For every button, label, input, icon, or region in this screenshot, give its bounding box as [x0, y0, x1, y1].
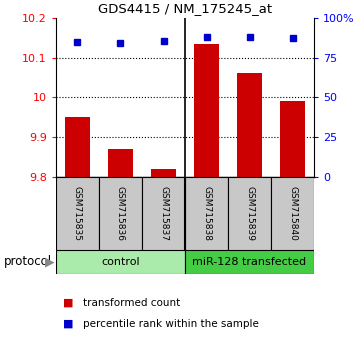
- Text: control: control: [101, 257, 140, 267]
- FancyBboxPatch shape: [185, 177, 228, 250]
- FancyBboxPatch shape: [228, 177, 271, 250]
- FancyBboxPatch shape: [56, 177, 99, 250]
- Text: GSM715836: GSM715836: [116, 186, 125, 241]
- Text: GSM715839: GSM715839: [245, 186, 254, 241]
- Text: percentile rank within the sample: percentile rank within the sample: [83, 319, 259, 329]
- Bar: [280, 101, 305, 177]
- Title: GDS4415 / NM_175245_at: GDS4415 / NM_175245_at: [98, 2, 272, 15]
- Text: GSM715840: GSM715840: [288, 186, 297, 241]
- FancyBboxPatch shape: [142, 177, 185, 250]
- Bar: [237, 74, 262, 177]
- Text: GSM715835: GSM715835: [73, 186, 82, 241]
- Bar: [193, 44, 219, 177]
- Text: ■: ■: [63, 319, 74, 329]
- Text: ■: ■: [63, 298, 74, 308]
- Text: miR-128 transfected: miR-128 transfected: [192, 257, 306, 267]
- FancyBboxPatch shape: [56, 250, 185, 274]
- Bar: [65, 117, 90, 177]
- FancyBboxPatch shape: [185, 250, 314, 274]
- FancyBboxPatch shape: [271, 177, 314, 250]
- FancyBboxPatch shape: [99, 177, 142, 250]
- Text: GSM715837: GSM715837: [159, 186, 168, 241]
- Text: transformed count: transformed count: [83, 298, 180, 308]
- Text: GSM715838: GSM715838: [202, 186, 211, 241]
- Text: protocol: protocol: [4, 256, 52, 268]
- Bar: [108, 149, 134, 177]
- Text: ▶: ▶: [45, 256, 55, 268]
- Bar: [151, 169, 177, 177]
